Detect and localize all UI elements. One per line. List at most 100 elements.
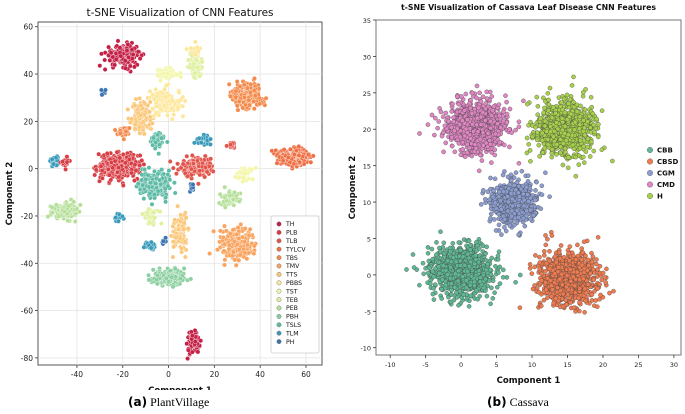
point-peb xyxy=(71,199,77,205)
point-th xyxy=(137,56,143,61)
point-tlb xyxy=(191,161,196,166)
point-teb xyxy=(151,210,156,215)
legend-label-tsls: TSLS xyxy=(285,322,301,329)
point-tlb xyxy=(180,161,186,167)
point-cgm xyxy=(508,178,514,183)
point-tlb xyxy=(224,143,230,149)
point-pbbs xyxy=(171,112,177,117)
point-tlb xyxy=(197,168,203,174)
point-tst xyxy=(165,71,170,76)
point-plb xyxy=(110,165,116,171)
point-teb xyxy=(146,206,151,212)
point-plb xyxy=(100,175,105,181)
point-pbbs xyxy=(184,46,190,52)
point-tts xyxy=(140,119,146,125)
point-tts xyxy=(183,215,189,221)
point-cbsd xyxy=(542,249,547,254)
legend-marker-tts xyxy=(276,271,282,277)
y-axis-label-1: Component 2 xyxy=(348,156,358,220)
point-tbs xyxy=(127,125,132,131)
point-plb xyxy=(116,174,122,180)
y-tick-label: 20 xyxy=(23,117,33,126)
point-cbb xyxy=(411,265,417,270)
point-tbs xyxy=(251,98,257,104)
point-h xyxy=(554,152,559,157)
point-tsls xyxy=(140,182,146,188)
point-tmv xyxy=(242,239,248,245)
legend-label-pbh: PBH xyxy=(286,314,299,321)
legend-marker-tst xyxy=(276,288,282,294)
point-tsls xyxy=(150,142,156,148)
point-cbsd xyxy=(527,262,533,267)
point-tlm xyxy=(148,245,154,251)
point-tts xyxy=(179,246,184,252)
point-tts xyxy=(137,96,142,101)
point-tsls xyxy=(142,167,147,172)
point-tmv xyxy=(211,228,216,234)
point-tbs xyxy=(237,84,243,89)
point-plb xyxy=(120,183,126,188)
point-th xyxy=(117,45,123,51)
point-cgm xyxy=(533,188,538,193)
point-th xyxy=(115,38,121,44)
point-tylcv xyxy=(281,147,287,153)
point-tlb xyxy=(204,169,210,175)
point-plb xyxy=(137,153,143,158)
point-ph xyxy=(99,87,104,93)
point-cmd xyxy=(488,89,493,95)
point-cmd xyxy=(432,132,437,138)
point-tsls xyxy=(172,190,178,196)
point-tmv xyxy=(222,262,227,268)
point-peb xyxy=(49,210,55,216)
y-tick-label: 35 xyxy=(363,17,371,25)
point-plb xyxy=(132,178,137,183)
point-teb xyxy=(152,215,158,221)
legend-marker-ph xyxy=(276,339,282,344)
point-plb xyxy=(139,158,145,163)
point-tlm xyxy=(49,156,55,162)
point-tlb xyxy=(167,159,173,164)
cassava-tsne-chart: t-SNE Visualization of Cassava Leaf Dise… xyxy=(348,3,682,386)
point-tlm xyxy=(198,140,204,146)
point-tmv xyxy=(215,247,220,253)
point-tbs xyxy=(251,106,257,112)
point-tylcv xyxy=(274,160,280,166)
point-pbh xyxy=(164,276,169,281)
point-th xyxy=(124,48,130,53)
point-tsls xyxy=(152,146,158,151)
y-tick-label: -10 xyxy=(360,345,371,353)
point-cmd xyxy=(425,122,431,127)
point-tmv xyxy=(237,252,243,258)
point-tsls xyxy=(157,177,162,183)
point-pbh xyxy=(169,274,175,280)
point-th xyxy=(198,338,204,344)
point-pbbs xyxy=(150,106,155,111)
point-plb xyxy=(63,167,68,172)
point-tlb xyxy=(184,153,190,159)
point-tylcv xyxy=(288,146,293,152)
point-tsls xyxy=(155,132,160,138)
x-tick-label: 0 xyxy=(459,361,463,369)
point-tlb xyxy=(189,166,194,172)
point-tbs xyxy=(121,136,127,142)
point-tts xyxy=(129,116,134,122)
point-tts xyxy=(173,235,179,241)
point-th xyxy=(118,53,124,59)
point-th xyxy=(125,42,131,47)
point-tlb xyxy=(182,170,188,176)
point-tts xyxy=(132,126,138,132)
x-tick-label: 60 xyxy=(301,370,311,379)
x-tick-label: 25 xyxy=(634,361,642,369)
point-tts xyxy=(141,131,147,137)
point-tbs xyxy=(257,101,263,107)
point-cbb xyxy=(489,255,494,261)
point-pbh xyxy=(146,277,152,283)
point-pbh xyxy=(178,276,183,281)
point-tsls xyxy=(151,192,157,197)
point-cbb xyxy=(456,240,462,245)
x-tick-label: 40 xyxy=(255,370,265,379)
point-th xyxy=(97,63,103,69)
point-cbsd xyxy=(541,297,547,303)
point-tsls xyxy=(158,181,164,187)
legend-marker-tlb xyxy=(276,238,282,244)
